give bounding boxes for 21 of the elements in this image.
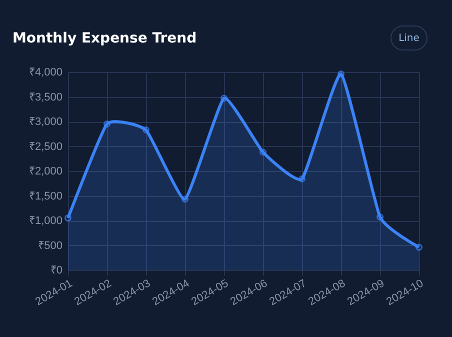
y-tick-label: ₹1,000 bbox=[28, 215, 62, 227]
y-tick-label: ₹2,500 bbox=[28, 140, 62, 153]
point bbox=[260, 148, 266, 156]
point bbox=[298, 175, 306, 182]
chart-title: Monthly Expense Trend bbox=[12, 30, 197, 46]
y-tick-label: ₹0 bbox=[50, 264, 62, 276]
point bbox=[64, 214, 72, 222]
point bbox=[416, 244, 422, 251]
point bbox=[142, 126, 150, 134]
text: Line bbox=[398, 33, 420, 44]
y-tick-label: ₹1,500 bbox=[28, 190, 62, 202]
point bbox=[220, 94, 228, 102]
y-tick-label: ₹3,000 bbox=[28, 116, 62, 128]
y-tick-label: ₹2,000 bbox=[28, 166, 62, 178]
y-tick-label: ₹500 bbox=[38, 240, 62, 252]
y-tick-label: ₹3,500 bbox=[28, 91, 62, 104]
point bbox=[104, 120, 110, 128]
y-tick-label: ₹4,000 bbox=[28, 66, 62, 78]
point bbox=[376, 214, 384, 221]
point bbox=[338, 70, 344, 78]
point bbox=[182, 196, 188, 203]
